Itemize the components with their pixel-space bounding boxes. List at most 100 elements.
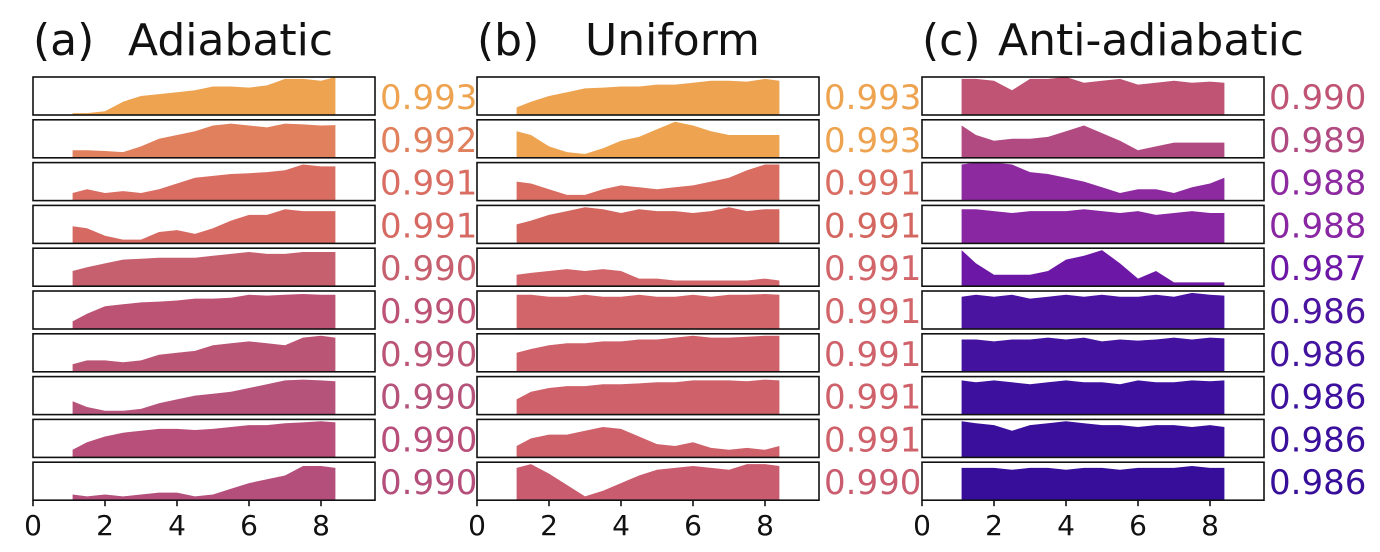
fidelity-label: 0.991 (824, 335, 921, 375)
area-series (516, 269, 780, 287)
x-tick-label: 8 (756, 509, 774, 542)
area-series (961, 162, 1225, 201)
area-series (72, 209, 336, 244)
area-series (516, 427, 780, 458)
subplot-frame (921, 418, 1265, 459)
area-series (516, 464, 780, 501)
subplot-frame (32, 332, 376, 373)
x-tick-label: 0 (24, 509, 42, 542)
x-tick-label: 6 (1129, 509, 1147, 542)
x-tick-label: 8 (312, 509, 330, 542)
subplot-frame (921, 204, 1265, 245)
fidelity-label: 0.986 (1269, 378, 1366, 418)
x-tick-label: 2 (96, 509, 114, 542)
area-series (72, 421, 336, 458)
area-series (72, 252, 336, 287)
fidelity-label: 0.992 (380, 121, 477, 161)
area-series (72, 123, 336, 158)
fidelity-label: 0.986 (1269, 335, 1366, 375)
x-tick-label: 8 (1201, 509, 1219, 542)
area-series (72, 335, 336, 372)
area-series (516, 78, 780, 115)
area-series (72, 164, 336, 201)
area-series (516, 379, 780, 415)
fidelity-label: 0.991 (380, 164, 477, 204)
fidelity-label: 0.990 (380, 420, 477, 460)
area-series (516, 164, 780, 201)
area-series (961, 421, 1225, 458)
fidelity-label: 0.990 (380, 335, 477, 375)
fidelity-label: 0.993 (380, 78, 477, 118)
panel-letter: (c) (922, 15, 981, 66)
fidelity-label: 0.987 (1269, 249, 1366, 289)
area-series (516, 335, 780, 372)
fidelity-label: 0.990 (380, 378, 477, 418)
subplot-frame (476, 76, 820, 116)
x-tick-label: 4 (168, 509, 186, 542)
subplot-frame (921, 290, 1265, 330)
fidelity-label: 0.990 (380, 249, 477, 289)
x-tick-label: 6 (684, 509, 702, 542)
fidelity-label: 0.993 (824, 121, 921, 161)
fidelity-label: 0.991 (824, 378, 921, 418)
area-series (961, 125, 1225, 158)
fidelity-label: 0.988 (1269, 206, 1366, 246)
subplot-frame (921, 461, 1265, 502)
fidelity-label: 0.991 (824, 420, 921, 460)
area-series (961, 380, 1225, 415)
fidelity-label: 0.993 (824, 78, 921, 118)
chart-title: Adiabatic (128, 15, 333, 66)
subplot-frame (32, 161, 376, 202)
x-tick-label: 4 (612, 509, 630, 542)
x-tick-label: 0 (468, 509, 486, 542)
area-series (961, 209, 1225, 244)
fidelity-label: 0.990 (380, 463, 477, 503)
subplot-frame (921, 247, 1265, 287)
fidelity-label: 0.986 (1269, 292, 1366, 332)
chart-title: Anti-adiabatic (998, 15, 1304, 66)
fidelity-label: 0.990 (380, 292, 477, 332)
area-series (961, 292, 1225, 329)
subplot-frame (476, 247, 820, 287)
fidelity-label: 0.989 (1269, 121, 1366, 161)
fidelity-label: 0.990 (824, 463, 921, 503)
fidelity-label: 0.991 (824, 206, 921, 246)
panel-letter: (b) (477, 15, 539, 66)
area-series (72, 466, 336, 501)
fidelity-label: 0.990 (1269, 78, 1366, 118)
panel-letter: (a) (33, 15, 94, 66)
subplot-frame (32, 375, 376, 416)
fidelity-label: 0.991 (380, 206, 477, 246)
subplot-frame (476, 418, 820, 459)
fidelity-label: 0.991 (824, 292, 921, 332)
subplot-frame (476, 375, 820, 416)
area-series (961, 337, 1225, 372)
subplot-frame (32, 461, 376, 502)
subplot-frame (476, 119, 820, 159)
subplot-frame (921, 76, 1265, 116)
area-series (72, 77, 336, 115)
subplot-frame (921, 375, 1265, 416)
x-tick-label: 6 (240, 509, 258, 542)
area-series (72, 294, 336, 329)
subplot-frame (476, 204, 820, 245)
subplot-frame (476, 332, 820, 373)
x-tick-label: 2 (985, 509, 1003, 542)
area-series (961, 250, 1225, 287)
fidelity-label: 0.988 (1269, 164, 1366, 204)
fidelity-label: 0.991 (824, 249, 921, 289)
x-tick-label: 4 (1057, 509, 1075, 542)
area-series (516, 294, 780, 329)
area-series (961, 466, 1225, 501)
area-series (516, 207, 780, 244)
subplot-frame (476, 461, 820, 502)
chart-title: Uniform (585, 15, 760, 66)
fidelity-label: 0.986 (1269, 420, 1366, 460)
subplot-frame (32, 76, 376, 116)
area-series (72, 379, 336, 415)
x-tick-label: 0 (913, 509, 931, 542)
subplot-frame (32, 290, 376, 330)
subplot-frame (921, 119, 1265, 159)
area-series (516, 121, 780, 158)
